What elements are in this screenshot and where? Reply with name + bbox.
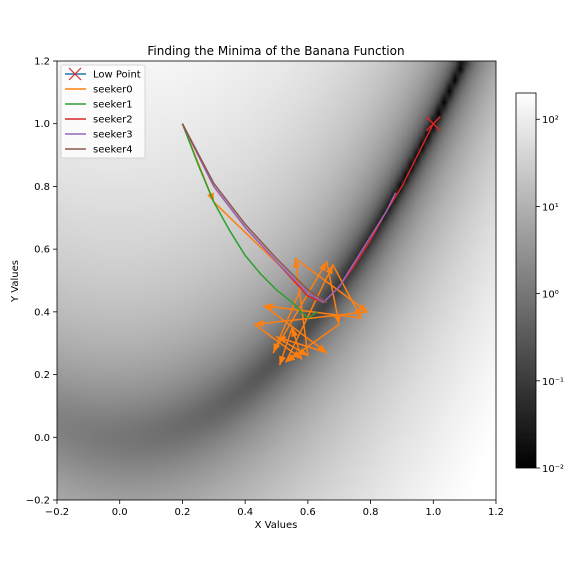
y-tick-label: 0.2 xyxy=(34,370,50,381)
legend-label-seeker1: seeker1 xyxy=(93,100,133,111)
legend: Low Point seeker0 seeker1 seeker2 seeker3 see… xyxy=(60,64,146,159)
seeker0-arrowhead xyxy=(334,314,341,325)
series-line-seeker4 xyxy=(181,123,328,304)
x-tick-label: 0.4 xyxy=(237,507,253,518)
seeker0-arrowhead xyxy=(292,258,300,268)
legend-label-Low Point: Low Point xyxy=(93,70,141,81)
seeker0-arrowhead xyxy=(285,353,296,363)
seeker0-arrowhead xyxy=(292,350,302,359)
seeker0-arrowhead xyxy=(254,319,264,327)
colorbar-ticks: 10⁻² 10⁻¹ 10⁰ 10¹ 10² xyxy=(536,115,564,475)
x-tick-label: 0.2 xyxy=(174,507,190,518)
x-tick-label: 0.0 xyxy=(112,507,128,518)
chart-title: Finding the Minima of the Banana Functio… xyxy=(147,44,404,58)
x-axis: −0.2 0.0 0.2 0.4 0.6 0.8 1.0 1.2 xyxy=(45,500,504,518)
colorbar-tick-label: 10¹ xyxy=(542,202,559,213)
seeker0-arrowhead xyxy=(317,344,327,353)
series-line-seeker1 xyxy=(181,123,318,319)
x-tick-label: 0.8 xyxy=(363,507,379,518)
x-tick-label: 0.6 xyxy=(300,507,316,518)
seeker0-arrowhead xyxy=(291,327,299,338)
series-layer xyxy=(181,123,434,366)
y-tick-label: −0.2 xyxy=(26,496,50,507)
colorbar-tick-label: 10⁻² xyxy=(542,464,564,475)
colorbar-tick-label: 10⁻¹ xyxy=(542,377,564,388)
x-tick-label: 1.2 xyxy=(488,507,504,518)
x-axis-label: X Values xyxy=(255,520,298,531)
seeker0-arrowhead xyxy=(298,348,308,356)
seeker0-arrowhead xyxy=(358,303,368,312)
plot-frame xyxy=(56,60,497,501)
seeker0-arrowhead xyxy=(279,355,286,366)
colorbar-frame xyxy=(515,92,537,469)
legend-label-seeker4: seeker4 xyxy=(93,145,133,156)
seeker0-arrowhead xyxy=(273,342,281,353)
seeker0-arrowhead xyxy=(263,303,274,311)
seeker0-arrowhead xyxy=(325,264,333,275)
series-line-seeker3 xyxy=(181,123,397,304)
colorbar-image xyxy=(516,93,536,468)
legend-label-seeker2: seeker2 xyxy=(93,115,133,126)
seeker0-arrowhead xyxy=(276,336,287,343)
y-tick-label: 0.0 xyxy=(34,433,50,444)
seeker0-arrowhead xyxy=(353,308,362,319)
colorbar-tick-label: 10⁰ xyxy=(542,290,559,301)
y-tick-label: 0.6 xyxy=(34,245,50,256)
y-tick-label: 1.2 xyxy=(34,57,50,68)
y-tick-label: 0.4 xyxy=(34,307,50,318)
y-tick-label: 0.8 xyxy=(34,182,50,193)
x-tick-label: −0.2 xyxy=(45,507,69,518)
low-point-marker xyxy=(425,116,441,132)
legend-low-point-marker xyxy=(68,67,82,81)
y-tick-label: 1.0 xyxy=(34,119,50,130)
y-axis: −0.2 0.0 0.2 0.4 0.6 0.8 1.0 1.2 xyxy=(26,57,57,507)
legend-label-seeker3: seeker3 xyxy=(93,130,133,141)
x-tick-label: 1.0 xyxy=(425,507,441,518)
seeker0-arrowhead xyxy=(319,261,327,272)
low-point-layer xyxy=(425,116,441,132)
colorbar-tick-label: 10² xyxy=(542,115,559,126)
legend-label-seeker0: seeker0 xyxy=(93,85,133,96)
y-axis-label: Y Values xyxy=(10,260,21,303)
